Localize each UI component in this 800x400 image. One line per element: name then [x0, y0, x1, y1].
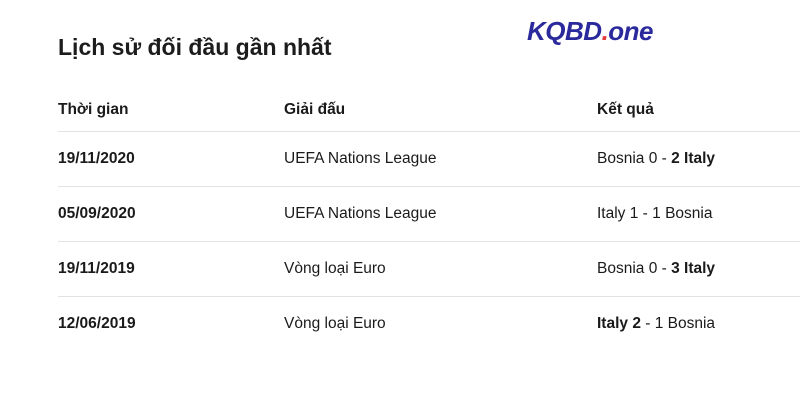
table-row: 19/11/2019 Vòng loại Euro Bosnia 0 - 3 I… — [58, 241, 800, 297]
result-separator: - — [638, 205, 653, 222]
logo-suffix: one — [608, 16, 654, 46]
page-title: Lịch sử đối đầu gần nhất — [58, 34, 332, 60]
result-separator: - — [657, 150, 672, 167]
match-date: 12/06/2019 — [58, 296, 284, 351]
match-league: UEFA Nations League — [284, 186, 597, 242]
result-left: Bosnia 0 — [597, 260, 658, 277]
result-left: Bosnia 0 — [597, 150, 658, 167]
match-result: Italy 2 - 1 Bosnia — [597, 296, 800, 351]
result-right: 2 Italy — [671, 150, 716, 167]
result-separator: - — [640, 315, 655, 332]
match-date: 19/11/2020 — [58, 131, 284, 187]
result-separator: - — [657, 260, 672, 277]
result-left: Italy 2 — [597, 315, 641, 332]
match-league: UEFA Nations League — [284, 131, 597, 187]
match-league: Vòng loại Euro — [284, 296, 597, 351]
result-right: 1 Bosnia — [654, 315, 716, 332]
table-header: Thời gian Giải đấu Kết quả — [58, 88, 800, 132]
result-left: Italy 1 — [597, 205, 639, 222]
match-result: Italy 1 - 1 Bosnia — [597, 186, 800, 242]
column-header-league: Giải đấu — [284, 100, 346, 118]
column-header-result: Kết quả — [597, 100, 654, 118]
logo-dot: . — [601, 16, 609, 46]
match-result: Bosnia 0 - 3 Italy — [597, 241, 800, 297]
match-result: Bosnia 0 - 2 Italy — [597, 131, 800, 187]
logo-main: KQBD — [527, 16, 602, 46]
table-row: 12/06/2019 Vòng loại Euro Italy 2 - 1 Bo… — [58, 296, 800, 351]
match-date: 05/09/2020 — [58, 186, 284, 242]
match-league: Vòng loại Euro — [284, 241, 597, 297]
head-to-head-table: Thời gian Giải đấu Kết quả 19/11/2020 UE… — [58, 88, 800, 351]
column-header-time: Thời gian — [58, 100, 129, 118]
result-right: 1 Bosnia — [652, 205, 713, 222]
match-date: 19/11/2019 — [58, 241, 284, 297]
table-row: 05/09/2020 UEFA Nations League Italy 1 -… — [58, 186, 800, 242]
table-row: 19/11/2020 UEFA Nations League Bosnia 0 … — [58, 131, 800, 187]
kqbd-logo[interactable]: KQBD.one — [527, 16, 654, 47]
result-right: 3 Italy — [671, 260, 716, 277]
